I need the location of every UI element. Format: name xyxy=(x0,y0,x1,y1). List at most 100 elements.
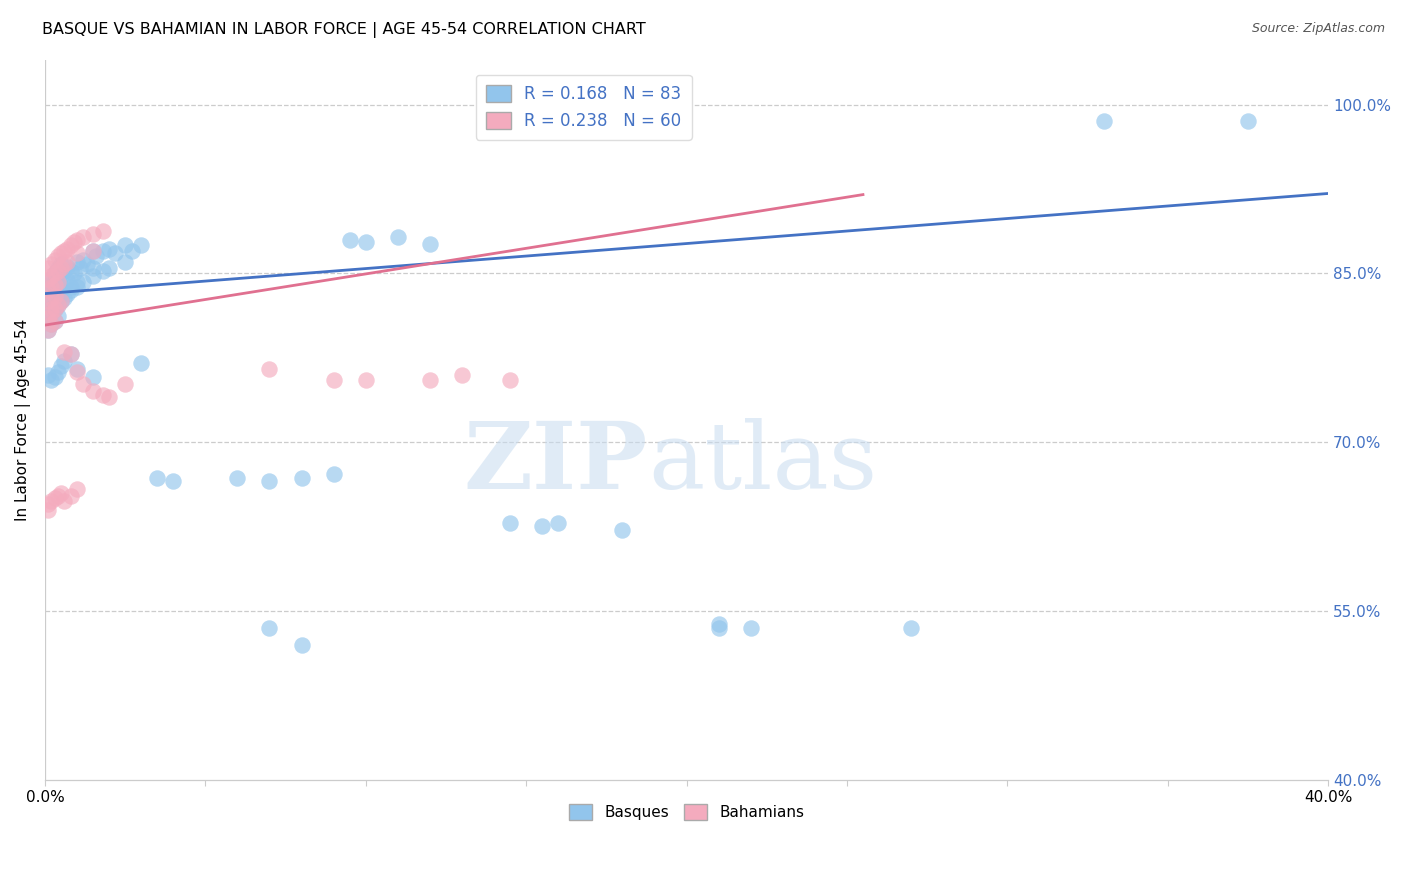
Point xyxy=(66,365,89,379)
Point xyxy=(82,384,104,399)
Point xyxy=(37,497,59,511)
Point xyxy=(98,242,121,256)
Y-axis label: In Labor Force | Age 45-54: In Labor Force | Age 45-54 xyxy=(15,318,31,521)
Point xyxy=(39,291,62,305)
Point xyxy=(39,306,62,320)
Point xyxy=(37,323,59,337)
Point xyxy=(49,283,72,297)
Point xyxy=(59,489,82,503)
Point xyxy=(37,311,59,326)
Point xyxy=(53,354,76,368)
Point xyxy=(354,235,377,249)
Text: atlas: atlas xyxy=(648,417,877,508)
Point xyxy=(66,255,89,269)
Point xyxy=(707,621,730,635)
Point xyxy=(66,233,89,247)
Point xyxy=(37,311,59,326)
Point xyxy=(46,277,69,292)
Point xyxy=(72,252,94,267)
Point xyxy=(62,266,84,280)
Point xyxy=(82,268,104,283)
Point xyxy=(91,224,114,238)
Point xyxy=(66,280,89,294)
Point xyxy=(82,260,104,275)
Point xyxy=(53,345,76,359)
Point xyxy=(56,255,79,269)
Point xyxy=(46,250,69,264)
Point xyxy=(44,289,66,303)
Point xyxy=(62,235,84,249)
Point xyxy=(76,257,98,271)
Point xyxy=(37,323,59,337)
Point xyxy=(91,244,114,258)
Point xyxy=(59,280,82,294)
Point xyxy=(39,306,62,320)
Point xyxy=(39,302,62,317)
Point xyxy=(91,264,114,278)
Point xyxy=(39,291,62,305)
Point xyxy=(114,255,136,269)
Point xyxy=(39,283,62,297)
Point xyxy=(39,373,62,387)
Point xyxy=(146,471,169,485)
Point xyxy=(387,230,409,244)
Point xyxy=(740,621,762,635)
Point xyxy=(56,273,79,287)
Point xyxy=(56,260,79,274)
Point xyxy=(37,283,59,297)
Point xyxy=(49,294,72,309)
Point xyxy=(59,264,82,278)
Point xyxy=(37,300,59,314)
Point xyxy=(44,277,66,292)
Point xyxy=(72,230,94,244)
Point xyxy=(49,359,72,373)
Point xyxy=(59,347,82,361)
Point xyxy=(707,617,730,632)
Point xyxy=(49,257,72,271)
Point xyxy=(44,491,66,506)
Point xyxy=(46,309,69,323)
Point xyxy=(66,246,89,260)
Point xyxy=(53,291,76,305)
Point xyxy=(44,266,66,280)
Point xyxy=(53,257,76,271)
Point xyxy=(114,238,136,252)
Point xyxy=(98,260,121,275)
Legend: Basques, Bahamians: Basques, Bahamians xyxy=(562,797,810,826)
Point xyxy=(84,250,107,264)
Point xyxy=(1237,114,1260,128)
Point xyxy=(612,523,634,537)
Point xyxy=(46,489,69,503)
Point xyxy=(69,260,91,275)
Point xyxy=(37,502,59,516)
Point xyxy=(129,356,152,370)
Point xyxy=(37,272,59,286)
Point xyxy=(37,368,59,382)
Point xyxy=(46,365,69,379)
Text: ZIP: ZIP xyxy=(464,417,648,508)
Point xyxy=(53,277,76,292)
Point xyxy=(547,516,569,530)
Point xyxy=(259,362,281,376)
Point xyxy=(72,376,94,391)
Point xyxy=(66,276,89,290)
Point xyxy=(900,621,922,635)
Point xyxy=(39,272,62,286)
Point xyxy=(39,317,62,331)
Point xyxy=(121,244,143,258)
Point xyxy=(98,390,121,404)
Point xyxy=(49,246,72,260)
Point xyxy=(46,291,69,305)
Point xyxy=(44,302,66,317)
Point xyxy=(39,257,62,271)
Point xyxy=(259,621,281,635)
Point xyxy=(290,638,312,652)
Point xyxy=(59,347,82,361)
Point xyxy=(37,260,59,275)
Point xyxy=(44,313,66,327)
Point xyxy=(49,485,72,500)
Point xyxy=(82,369,104,384)
Point xyxy=(419,373,441,387)
Point xyxy=(39,317,62,331)
Point xyxy=(46,276,69,290)
